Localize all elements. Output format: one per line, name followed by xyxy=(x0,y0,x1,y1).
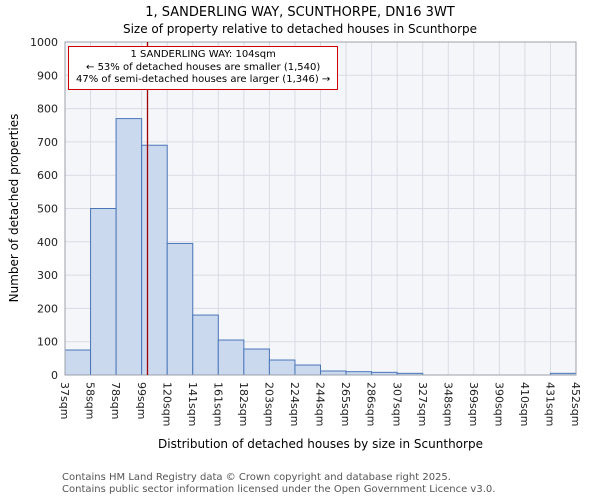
y-tick-label: 1000 xyxy=(30,36,58,49)
x-tick-label: 327sqm xyxy=(416,382,429,426)
chart-subtitle: Size of property relative to detached ho… xyxy=(122,22,478,36)
y-tick-label: 200 xyxy=(37,302,58,315)
histogram-bar xyxy=(90,208,117,376)
y-tick-label: 600 xyxy=(37,169,58,182)
plot-border xyxy=(64,41,577,376)
footer-line-2: Contains public sector information licen… xyxy=(62,483,496,495)
x-tick-label: 452sqm xyxy=(569,382,582,426)
footer: Contains HM Land Registry data © Crown c… xyxy=(62,472,495,495)
y-tick-label: 500 xyxy=(37,203,58,216)
chart-title: 1, SANDERLING WAY, SCUNTHORPE, DN16 3WT xyxy=(145,5,455,20)
histogram-bar xyxy=(192,314,219,376)
x-tick-label: 348sqm xyxy=(441,382,454,426)
x-tick-label: 244sqm xyxy=(314,382,327,426)
y-tick-label: 400 xyxy=(37,236,58,249)
x-tick-label: 161sqm xyxy=(211,382,224,426)
y-tick-label: 900 xyxy=(37,69,58,82)
histogram-bar xyxy=(166,242,194,376)
x-tick-label: 286sqm xyxy=(365,382,378,426)
x-tick-label: 141sqm xyxy=(186,382,199,426)
x-tick-label: 410sqm xyxy=(518,382,531,426)
x-tick-label: 203sqm xyxy=(263,382,276,426)
x-tick-label: 224sqm xyxy=(288,382,301,426)
histogram-bar xyxy=(320,370,347,376)
x-tick-label: 78sqm xyxy=(109,382,122,419)
x-tick-label: 58sqm xyxy=(84,382,97,419)
annotation-line-3: 47% of semi-detached houses are larger (… xyxy=(76,74,331,85)
y-axis-title: Number of detached properties xyxy=(7,113,21,303)
histogram-bar xyxy=(268,359,296,376)
histogram-bar xyxy=(115,118,143,376)
y-tick-label: 100 xyxy=(37,336,58,349)
histogram-canvas: 0 100 200 300 400 500 600 700 800 900 1000 37sqm 58s… xyxy=(30,36,582,426)
x-tick-label: 431sqm xyxy=(544,382,557,426)
x-tick-label: 369sqm xyxy=(467,382,480,426)
annotation-box: 1 SANDERLING WAY: 104sqm ← 53% of detach… xyxy=(68,46,339,90)
histogram-bar xyxy=(141,144,168,376)
y-tick-label: 800 xyxy=(37,103,58,116)
x-tick-label: 265sqm xyxy=(339,382,352,426)
y-tick-label: 0 xyxy=(51,369,58,382)
y-tick-label: 700 xyxy=(37,136,58,149)
footer-line-1: Contains HM Land Registry data © Crown c… xyxy=(62,472,451,483)
x-tick-label: 99sqm xyxy=(135,382,148,419)
x-axis-title: Distribution of detached houses by size … xyxy=(158,437,483,451)
x-tick-label: 182sqm xyxy=(237,382,250,426)
annotation-line-1: 1 SANDERLING WAY: 104sqm xyxy=(130,49,276,60)
histogram-bar xyxy=(243,348,270,376)
x-tick-label: 390sqm xyxy=(493,382,506,426)
histogram-bar xyxy=(294,364,322,376)
x-tick-label: 307sqm xyxy=(390,382,403,426)
histogram-bar xyxy=(64,349,92,376)
x-tick-label: 120sqm xyxy=(160,382,173,426)
annotation-line-2: ← 53% of detached houses are smaller (1,… xyxy=(86,61,321,73)
histogram-bar xyxy=(217,339,245,376)
x-tick-label: 37sqm xyxy=(58,382,71,419)
y-tick-label: 300 xyxy=(37,269,58,282)
